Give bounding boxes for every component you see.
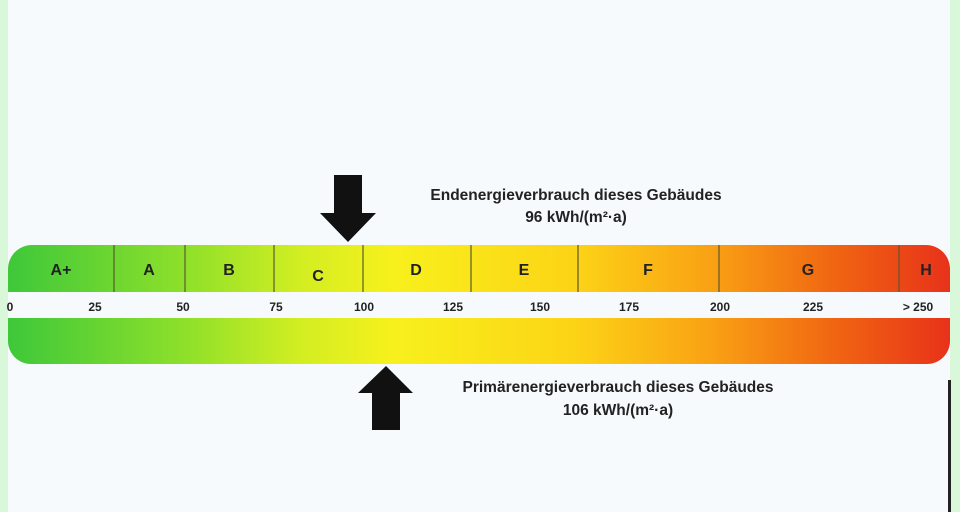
class-label-a-plus: A+ [51,262,72,279]
class-bar [8,245,950,292]
class-label-g: G [802,262,814,279]
scale-tick-label: 150 [530,300,550,314]
final-energy-value: 96 kWh/(m²·a) [525,209,627,226]
scale-tick-label: 50 [176,300,190,314]
scale-tick-label: 125 [443,300,463,314]
scale-tick-label: 200 [710,300,730,314]
class-label-b: B [223,262,235,279]
class-label-f: F [643,262,653,279]
scale-tick-label: 225 [803,300,823,314]
class-label-d: D [410,262,422,279]
scale-tick-label: 25 [88,300,102,314]
class-label-c: C [312,268,324,285]
scale-tick-label: 175 [619,300,639,314]
primary-energy-arrow-icon [358,366,413,430]
final-energy-title: Endenergieverbrauch dieses Gebäudes [430,187,721,204]
gradient-bar [8,318,950,364]
primary-energy-value: 106 kWh/(m²·a) [563,402,673,419]
scale-tick-label: 0 [7,300,14,314]
class-label-e: E [519,262,530,279]
scale-tick-label: > 250 [903,300,934,314]
right-edge-line [948,380,951,512]
scale-tick-label: 75 [269,300,283,314]
class-label-a: A [143,262,155,279]
class-label-h: H [920,262,932,279]
scale-tick-label: 100 [354,300,374,314]
final-energy-arrow-icon [320,175,376,242]
primary-energy-title: Primärenergieverbrauch dieses Gebäudes [462,379,773,396]
